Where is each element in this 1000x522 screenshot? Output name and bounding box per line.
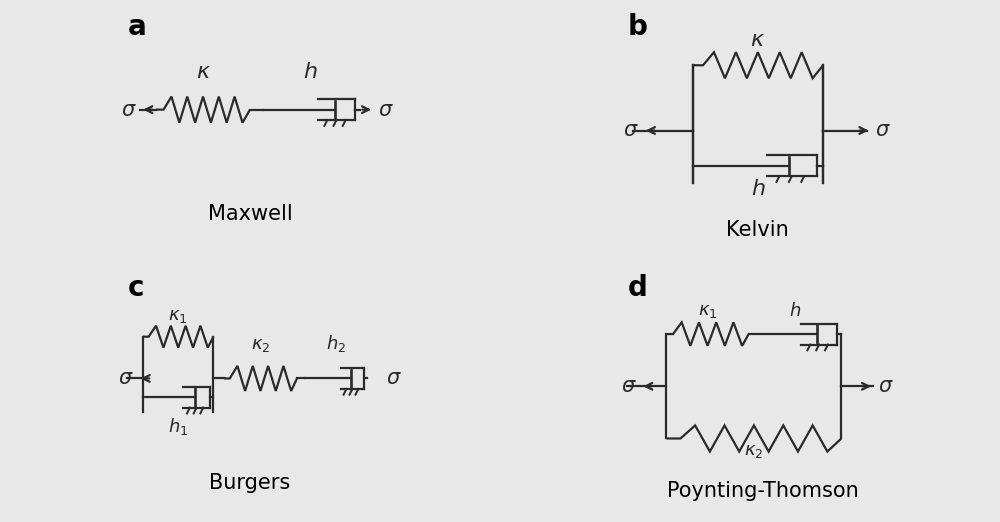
Text: $h_2$: $h_2$ — [326, 333, 346, 354]
Text: Poynting-Thomson: Poynting-Thomson — [667, 481, 859, 501]
Text: $\sigma$: $\sigma$ — [386, 369, 401, 388]
Text: b: b — [627, 13, 647, 41]
Text: $\sigma$: $\sigma$ — [121, 100, 136, 120]
Text: $\kappa_2$: $\kappa_2$ — [251, 336, 270, 354]
Text: Maxwell: Maxwell — [208, 204, 292, 224]
Text: $\kappa$: $\kappa$ — [750, 30, 765, 50]
Text: $h$: $h$ — [751, 179, 765, 199]
Text: $\sigma$: $\sigma$ — [378, 100, 394, 120]
Text: $\sigma$: $\sigma$ — [875, 121, 891, 140]
Text: $\kappa$: $\kappa$ — [196, 62, 211, 82]
Text: Burgers: Burgers — [209, 473, 291, 493]
Text: $h_1$: $h_1$ — [168, 416, 188, 436]
Text: $\sigma$: $\sigma$ — [623, 121, 639, 140]
Text: $\kappa_1$: $\kappa_1$ — [698, 302, 717, 319]
Text: $\kappa_2$: $\kappa_2$ — [744, 442, 764, 460]
Text: d: d — [627, 274, 647, 302]
Text: c: c — [127, 274, 144, 302]
Text: $\sigma$: $\sigma$ — [621, 376, 636, 396]
Text: $h$: $h$ — [303, 62, 317, 82]
Text: a: a — [127, 13, 146, 41]
Text: $\kappa_1$: $\kappa_1$ — [168, 307, 188, 325]
Text: Kelvin: Kelvin — [726, 220, 789, 240]
Text: $h$: $h$ — [789, 302, 801, 319]
Text: $\sigma$: $\sigma$ — [118, 369, 134, 388]
Text: $\sigma$: $\sigma$ — [878, 376, 894, 396]
